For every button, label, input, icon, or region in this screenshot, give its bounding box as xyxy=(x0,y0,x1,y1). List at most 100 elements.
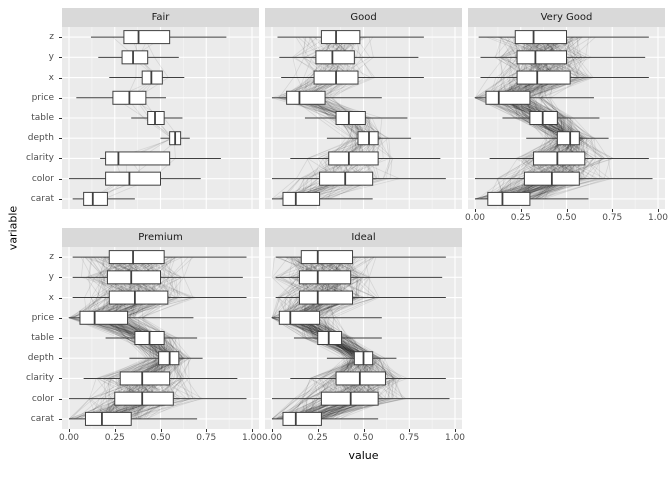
x-tick-label: 0.00 xyxy=(464,213,486,223)
box-x xyxy=(72,290,247,305)
y-tick-mark xyxy=(59,297,62,299)
x-tick-mark xyxy=(252,429,253,432)
box-y xyxy=(275,270,443,285)
x-tick-mark xyxy=(566,209,568,212)
box-y xyxy=(98,50,179,65)
x-tick-label: 1.00 xyxy=(241,433,263,443)
y-tick-label: color xyxy=(31,393,54,404)
box-carat xyxy=(69,411,198,426)
y-tick-label: clarity xyxy=(25,373,54,384)
facet-strip-label: Ideal xyxy=(351,232,376,243)
y-tick-mark xyxy=(59,37,62,39)
x-tick-mark xyxy=(272,429,273,432)
x-tick-mark xyxy=(475,209,476,212)
y-tick-mark xyxy=(59,418,62,420)
facet-ideal: Ideal xyxy=(265,228,462,429)
box-depth xyxy=(326,131,412,146)
facet-strip-label: Good xyxy=(350,12,377,23)
box-clarity xyxy=(290,151,441,166)
box-color xyxy=(475,171,653,186)
box-table xyxy=(502,111,600,125)
box-carat xyxy=(272,411,379,426)
y-tick-label: table xyxy=(31,113,54,123)
box-clarity xyxy=(489,151,649,166)
x-tick-mark xyxy=(658,209,659,212)
y-axis-row-1: z y x price table depth clarity color carat xyxy=(0,27,62,209)
x-tick-mark xyxy=(520,209,522,212)
x-axis: 0.00 0.25 0.50 0.75 1.00 xyxy=(58,429,263,447)
box-y xyxy=(480,50,646,65)
y-tick-label: z xyxy=(49,32,54,43)
y-tick-label: clarity xyxy=(25,153,54,164)
box-carat xyxy=(72,191,135,206)
x-tick-label: 1.00 xyxy=(647,213,669,223)
x-tick-label: 0.25 xyxy=(307,433,328,443)
x-tick-label: 0.50 xyxy=(150,433,171,443)
y-tick-mark xyxy=(59,398,62,400)
x-tick-label: 0.00 xyxy=(58,433,80,443)
x-tick-label: 1.00 xyxy=(444,433,466,443)
x-tick-mark xyxy=(114,429,116,432)
box-x xyxy=(281,70,424,85)
box-x xyxy=(109,70,185,85)
panel-plot xyxy=(62,247,259,429)
y-tick-label: carat xyxy=(30,193,54,204)
facet-panel xyxy=(468,27,665,209)
x-tick-mark xyxy=(612,209,614,212)
y-tick-label: color xyxy=(31,173,54,184)
y-tick-label: price xyxy=(31,92,54,103)
box-color xyxy=(272,171,446,186)
panel-plot xyxy=(62,27,259,209)
box-table xyxy=(131,111,183,125)
x-tick-label: 0.75 xyxy=(399,433,420,443)
y-tick-mark xyxy=(59,138,62,140)
facet-strip-label: Premium xyxy=(138,232,183,243)
panel-plot xyxy=(265,247,462,429)
facet-strip: Fair xyxy=(62,8,259,27)
x-tick-label: 0.00 xyxy=(261,433,283,443)
y-tick-mark xyxy=(59,257,62,259)
box-color xyxy=(69,171,201,186)
x-tick-label: 0.75 xyxy=(602,213,623,223)
box-price xyxy=(69,310,194,325)
x-tick-mark xyxy=(206,429,208,432)
facet-panel xyxy=(265,27,462,209)
box-color xyxy=(272,391,450,406)
y-tick-label: table xyxy=(31,333,54,343)
box-depth xyxy=(526,131,609,146)
facet-strip: Very Good xyxy=(468,8,665,27)
y-tick-mark xyxy=(59,118,62,119)
facet-good: Good xyxy=(265,8,462,209)
box-z xyxy=(72,250,247,265)
box-depth xyxy=(129,351,203,366)
y-tick-mark xyxy=(59,378,62,380)
box-table xyxy=(304,111,408,125)
box-clarity xyxy=(290,371,446,386)
box-price xyxy=(475,90,594,105)
y-tick-mark xyxy=(59,277,62,279)
box-price xyxy=(76,90,166,105)
facet-panel xyxy=(62,27,259,209)
y-axis-row-2: z y x price table depth clarity color carat xyxy=(0,247,62,429)
panel-plot xyxy=(468,27,665,209)
y-tick-label: x xyxy=(48,72,54,83)
x-axis: 0.00 0.25 0.50 0.75 1.00 xyxy=(261,429,466,447)
x-tick-mark xyxy=(363,429,365,432)
x-tick-label: 0.50 xyxy=(556,213,577,223)
facet-strip-label: Fair xyxy=(151,12,170,23)
box-price xyxy=(272,90,382,105)
facet-premium: Premium xyxy=(62,228,259,429)
y-tick-label: carat xyxy=(30,413,54,424)
box-z xyxy=(277,30,424,45)
x-tick-label: 0.50 xyxy=(353,433,374,443)
x-tick-mark xyxy=(409,429,411,432)
facet-strip: Good xyxy=(265,8,462,27)
x-tick-mark xyxy=(317,429,319,432)
x-tick-label: 0.75 xyxy=(196,433,217,443)
y-tick-mark xyxy=(59,57,62,59)
box-depth xyxy=(326,351,397,366)
y-tick-mark xyxy=(59,198,62,200)
y-tick-mark xyxy=(59,317,62,319)
facet-strip-label: Very Good xyxy=(540,12,593,23)
